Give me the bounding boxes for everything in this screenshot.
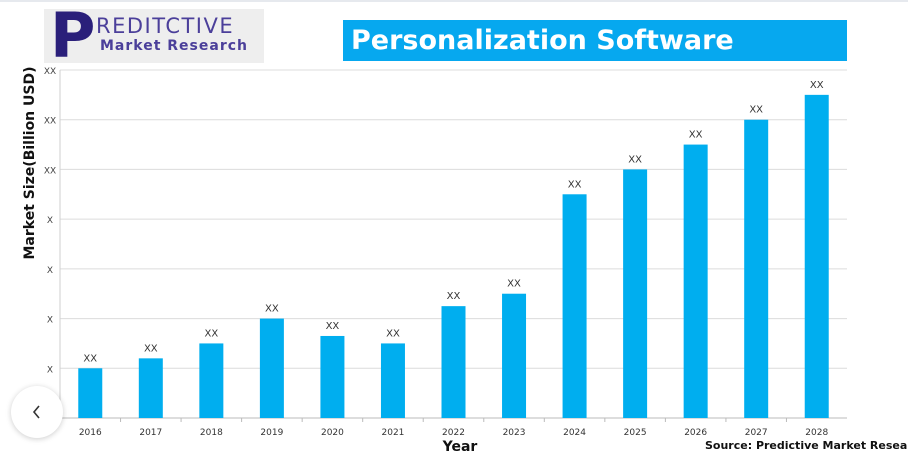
data-label: XX	[326, 321, 340, 332]
top-divider	[0, 0, 908, 2]
data-label: XX	[810, 80, 824, 91]
bar-2021	[380, 343, 405, 418]
x-tick-label: 2016	[79, 428, 102, 438]
y-tick-label: XX	[44, 67, 56, 77]
x-tick-label: 2020	[321, 428, 344, 438]
data-label: XX	[144, 343, 158, 354]
x-tick-label: 2017	[139, 428, 162, 438]
y-tick-label: XX	[44, 117, 56, 127]
data-label: XX	[507, 279, 521, 290]
bar-2028	[804, 94, 829, 418]
data-label: XX	[568, 179, 582, 190]
bar-2024	[562, 194, 587, 418]
bar-2016	[78, 368, 103, 418]
bar-2017	[138, 358, 163, 418]
x-axis-title: Year	[442, 439, 478, 452]
source-note: Source: Predictive Market Research	[705, 439, 908, 452]
bar-2025	[623, 169, 648, 418]
x-tick-label: 2022	[442, 428, 465, 438]
data-label: XX	[689, 130, 703, 141]
bar-2019	[259, 318, 284, 418]
y-tick-label: X	[47, 266, 53, 276]
data-label: XX	[749, 105, 763, 116]
y-axis-title: Market Size(Billion USD)	[22, 67, 38, 260]
y-tick-label: XX	[44, 166, 56, 176]
logo-line2: Market Research	[100, 38, 248, 54]
data-label: XX	[204, 328, 218, 339]
bar-2027	[744, 119, 769, 418]
y-tick-label: X	[47, 216, 53, 226]
x-tick-label: 2019	[260, 428, 283, 438]
bar-2020	[320, 335, 345, 418]
x-tick-label: 2021	[382, 428, 405, 438]
x-tick-label: 2027	[745, 428, 768, 438]
x-tick-label: 2025	[624, 428, 647, 438]
x-tick-label: 2028	[805, 428, 828, 438]
logo-letter: P	[50, 0, 96, 72]
bar-2022	[441, 306, 466, 418]
data-label: XX	[447, 291, 461, 302]
chevron-left-icon	[32, 405, 40, 419]
data-label: XX	[265, 304, 279, 315]
logo: P REDITCTIVE Market Research	[44, 5, 264, 67]
back-button[interactable]	[11, 386, 63, 438]
x-tick-label: 2018	[200, 428, 223, 438]
chart-title: Personalization Software	[343, 20, 847, 61]
data-label: XX	[386, 328, 400, 339]
x-tick-label: 2023	[503, 428, 526, 438]
bar-2018	[199, 343, 224, 418]
y-tick-label: X	[47, 316, 53, 326]
y-tick-label: X	[47, 365, 53, 375]
x-tick-label: 2024	[563, 428, 586, 438]
data-label: XX	[83, 353, 97, 364]
bar-2026	[683, 144, 708, 419]
data-label: XX	[628, 154, 642, 165]
logo-line1: REDITCTIVE	[96, 14, 235, 38]
bar-2023	[502, 293, 527, 418]
x-tick-label: 2026	[684, 428, 707, 438]
